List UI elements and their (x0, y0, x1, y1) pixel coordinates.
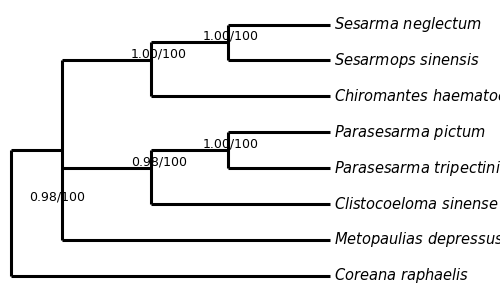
Text: $\it{Sesarma\ neglectum}$: $\it{Sesarma\ neglectum}$ (334, 15, 482, 34)
Text: $\it{Metopaulias\ depressus}$: $\it{Metopaulias\ depressus}$ (334, 230, 500, 249)
Text: 1.00/100: 1.00/100 (202, 137, 258, 150)
Text: $\it{Parasesarma\ pictum}$: $\it{Parasesarma\ pictum}$ (334, 123, 486, 142)
Text: 1.00/100: 1.00/100 (202, 30, 258, 43)
Text: 0.98/100: 0.98/100 (29, 191, 85, 204)
Text: 1.00/100: 1.00/100 (130, 47, 186, 60)
Text: $\it{Chiromantes\ haematochir}$: $\it{Chiromantes\ haematochir}$ (334, 88, 500, 104)
Text: 0.98/100: 0.98/100 (130, 155, 186, 168)
Text: $\it{Coreana\ raphaelis}$: $\it{Coreana\ raphaelis}$ (334, 266, 469, 285)
Text: $\it{Sesarmops\ sinensis}$: $\it{Sesarmops\ sinensis}$ (334, 51, 480, 70)
Text: $\it{Clistocoeloma\ sinense}$: $\it{Clistocoeloma\ sinense}$ (334, 196, 499, 212)
Text: $\it{Parasesarma\ tripectinis}$: $\it{Parasesarma\ tripectinis}$ (334, 159, 500, 178)
